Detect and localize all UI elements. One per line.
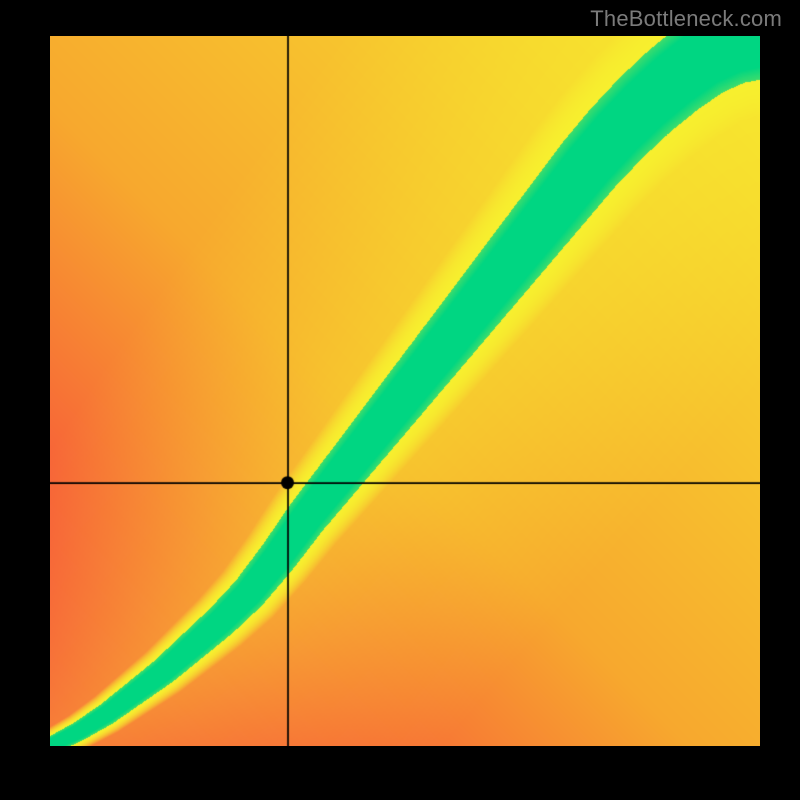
bottleneck-heatmap bbox=[50, 36, 760, 746]
chart-container: TheBottleneck.com bbox=[0, 0, 800, 800]
watermark-label: TheBottleneck.com bbox=[590, 6, 782, 32]
